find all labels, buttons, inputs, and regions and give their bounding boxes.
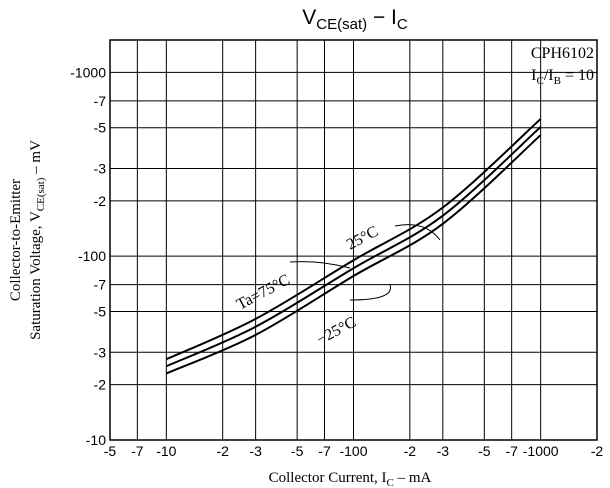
- label-part: Saturation Voltage, V: [28, 211, 44, 340]
- leader-line: [394, 224, 441, 241]
- y-tick-label: -5: [94, 120, 107, 136]
- x-tick-label: -100: [339, 443, 367, 459]
- leader-line: [289, 261, 351, 269]
- title-part: I: [391, 6, 397, 29]
- x-tick-label: -7: [131, 443, 144, 459]
- y-tick-label: -3: [94, 344, 107, 360]
- title-part: C: [397, 16, 408, 33]
- x-tick-label: -2: [591, 443, 604, 459]
- x-tick-label: -2: [404, 443, 417, 459]
- label-part: C: [387, 477, 394, 488]
- x-tick-label: -1000: [523, 443, 559, 459]
- y-tick-label: -7: [94, 277, 107, 293]
- label-bg: [540, 42, 596, 86]
- chart-title: VCE(sat) − IC: [302, 6, 408, 33]
- label-part: B: [554, 75, 561, 87]
- y-tick-label: -1000: [70, 64, 106, 80]
- series-label: −25°C: [314, 314, 359, 349]
- x-tick-label: -3: [437, 443, 450, 459]
- label-part: CE(sat): [35, 177, 47, 211]
- x-tick-label: -7: [505, 443, 518, 459]
- y-axis-label: Saturation Voltage, VCE(sat) – mV: [28, 140, 47, 340]
- x-tick-label: -5: [478, 443, 491, 459]
- series-line: [165, 118, 542, 361]
- label-part: – mA: [394, 470, 432, 486]
- x-axis-label: Collector Current, IC – mA: [269, 470, 432, 488]
- label-part: I: [531, 67, 536, 84]
- y-tick-label: -2: [94, 193, 107, 209]
- y-tick-label: -5: [94, 304, 107, 320]
- title-part: CE(sat): [316, 16, 367, 33]
- y-tick-label: -2: [94, 377, 107, 393]
- title-part: −: [367, 6, 391, 29]
- plot: -5 -7 -10 -2 -3 -5 -7 -100 -2 -3 -5 -7 -1000 -2 -10 -2 -…: [70, 40, 603, 459]
- series-line: [165, 134, 542, 375]
- label-part: Collector Current, I: [269, 470, 387, 486]
- x-tick-label: -2: [216, 443, 229, 459]
- leader-line: [349, 284, 391, 301]
- x-tick-label: -3: [249, 443, 262, 459]
- y-tick-label: -10: [86, 432, 106, 448]
- x-tick-label: -10: [156, 443, 176, 459]
- y-tick-label: -100: [78, 248, 106, 264]
- y-axis-label: Collector-to-Emitter: [8, 179, 24, 301]
- part-number: CPH6102: [531, 45, 594, 62]
- label-part: /I: [544, 67, 554, 84]
- series-line: [165, 126, 542, 368]
- label-part: – mV: [28, 140, 44, 178]
- x-tick-label: -5: [104, 443, 117, 459]
- series-label: Ta=75°C: [234, 271, 293, 313]
- title-part: V: [302, 6, 316, 29]
- x-tick-label: -7: [318, 443, 331, 459]
- label-part: = 10: [561, 67, 594, 84]
- x-tick-label: -5: [291, 443, 304, 459]
- y-tick-label: -3: [94, 160, 107, 176]
- y-tick-label: -7: [94, 93, 107, 109]
